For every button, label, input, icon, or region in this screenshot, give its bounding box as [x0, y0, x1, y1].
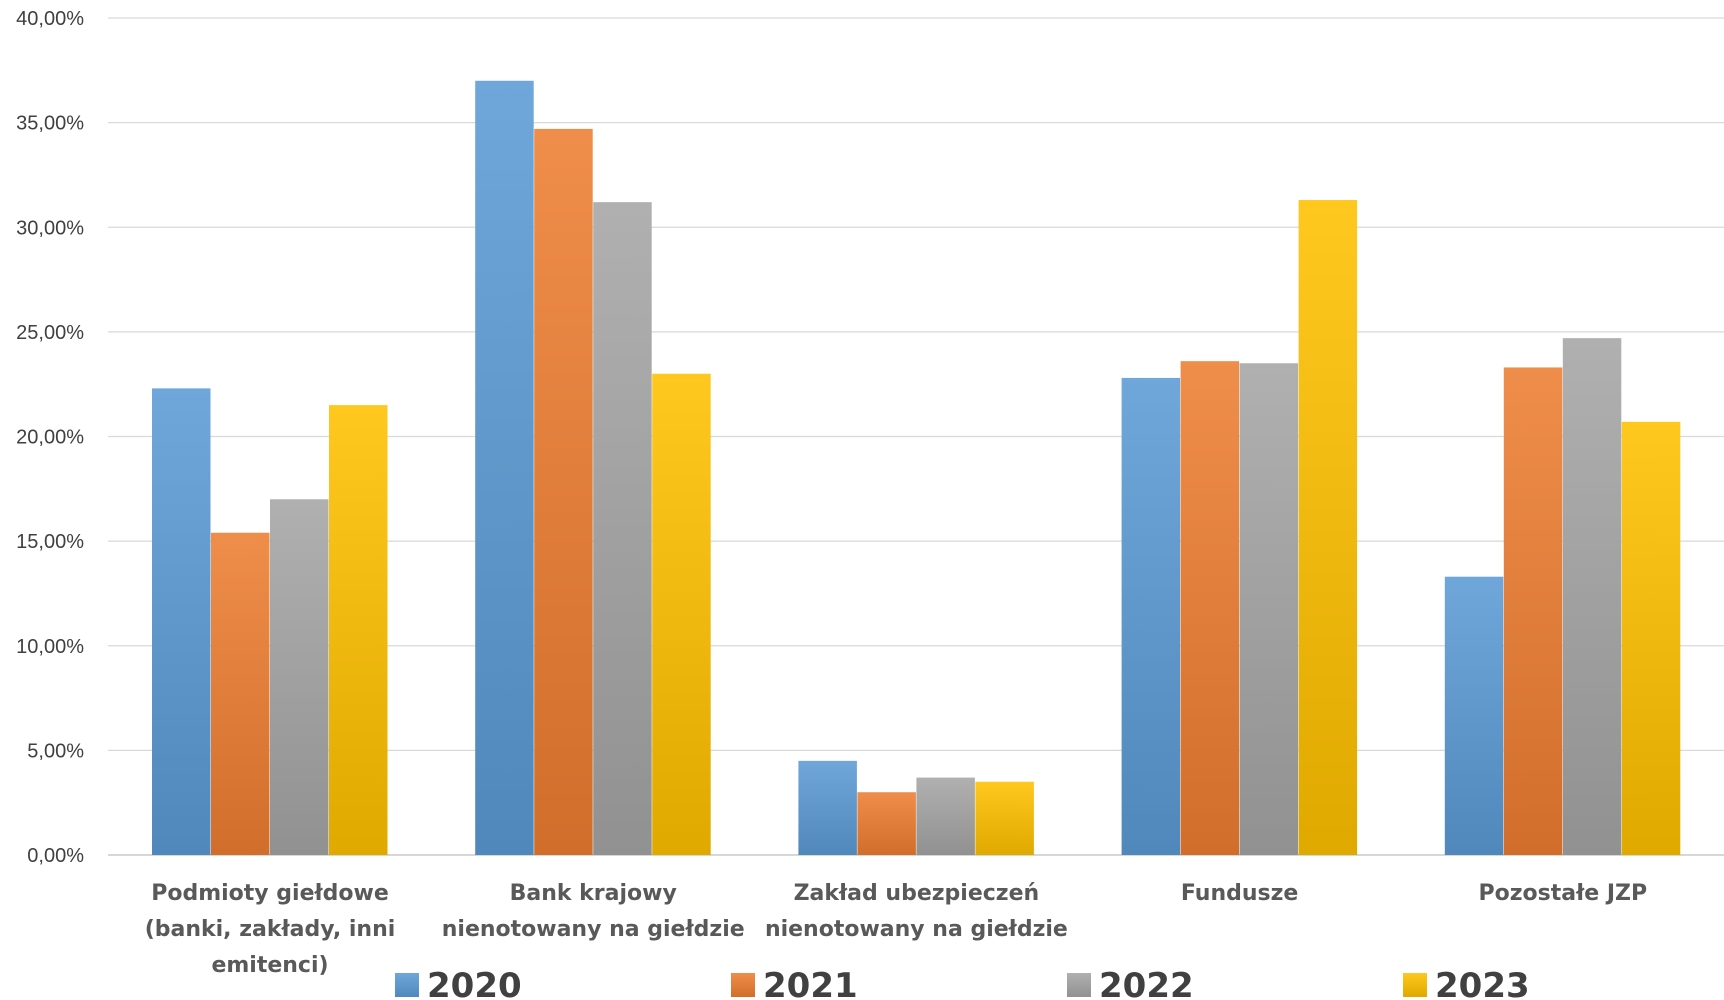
- y-axis-ticks: 0,00% 5,00% 10,00% 15,00% 20,00% 25,00% 30,00%…: [16, 8, 84, 867]
- bar-2021-cat2: [534, 128, 593, 856]
- y-tick-label: 30,00%: [16, 217, 84, 239]
- bar-2021-cat4: [1180, 361, 1240, 855]
- legend-label-2020: 2020: [427, 966, 522, 1000]
- bar-2020-cat1: [152, 388, 211, 855]
- x-category-label: Pozostałe JZP: [1478, 881, 1647, 906]
- bar-2020-cat5: [1444, 576, 1504, 855]
- x-category-label: Fundusze: [1181, 881, 1299, 906]
- bar-2020-cat3: [798, 760, 857, 855]
- bar-2023-cat1: [329, 405, 388, 855]
- y-tick-label: 15,00%: [16, 531, 84, 553]
- y-tick-label: 0,00%: [27, 845, 84, 867]
- bar-2021-cat1: [211, 532, 270, 855]
- legend-swatch-2023: [1403, 973, 1427, 997]
- y-tick-label: 20,00%: [16, 427, 84, 449]
- y-tick-label: 25,00%: [16, 322, 84, 344]
- legend-label-2023: 2023: [1435, 966, 1530, 1000]
- x-category-label: Podmioty giełdowe: [151, 881, 389, 906]
- x-category-label: nienotowany na giełdzie: [442, 917, 745, 942]
- bar-2023-cat5: [1621, 421, 1681, 855]
- bar-2021-cat3: [857, 792, 916, 855]
- bars: [152, 80, 1681, 856]
- legend-swatch-2022: [1067, 973, 1091, 997]
- bar-2022-cat3: [916, 777, 975, 855]
- y-tick-label: 35,00%: [16, 113, 84, 135]
- legend-swatch-2020: [395, 973, 419, 997]
- legend: 2020 2021 2022 2023: [395, 966, 1530, 1000]
- bar-2023-cat3: [975, 781, 1034, 855]
- legend-label-2021: 2021: [763, 966, 858, 1000]
- legend-swatch-2021: [731, 973, 755, 997]
- bar-2021-cat5: [1503, 367, 1563, 855]
- bar-2023-cat4: [1298, 200, 1358, 856]
- bar-2020-cat4: [1121, 377, 1181, 855]
- y-tick-label: 5,00%: [27, 740, 84, 762]
- x-axis-labels: Podmioty giełdowe (banki, zakłady, inni em…: [145, 881, 1647, 978]
- bar-2023-cat2: [652, 373, 711, 855]
- bar-2022-cat1: [270, 499, 329, 855]
- x-category-label: Bank krajowy: [510, 881, 677, 906]
- y-tick-label: 40,00%: [16, 8, 84, 30]
- x-category-label: Zakład ubezpieczeń: [794, 881, 1040, 906]
- bar-2022-cat2: [593, 202, 652, 855]
- bar-2022-cat5: [1562, 338, 1622, 856]
- bar-2020-cat2: [475, 80, 534, 855]
- x-category-label: emitenci): [211, 953, 328, 978]
- bar-2022-cat4: [1239, 363, 1299, 855]
- y-tick-label: 10,00%: [16, 636, 84, 658]
- legend-label-2022: 2022: [1099, 966, 1194, 1000]
- x-category-label: (banki, zakłady, inni: [145, 917, 396, 942]
- x-category-label: nienotowany na giełdzie: [765, 917, 1068, 942]
